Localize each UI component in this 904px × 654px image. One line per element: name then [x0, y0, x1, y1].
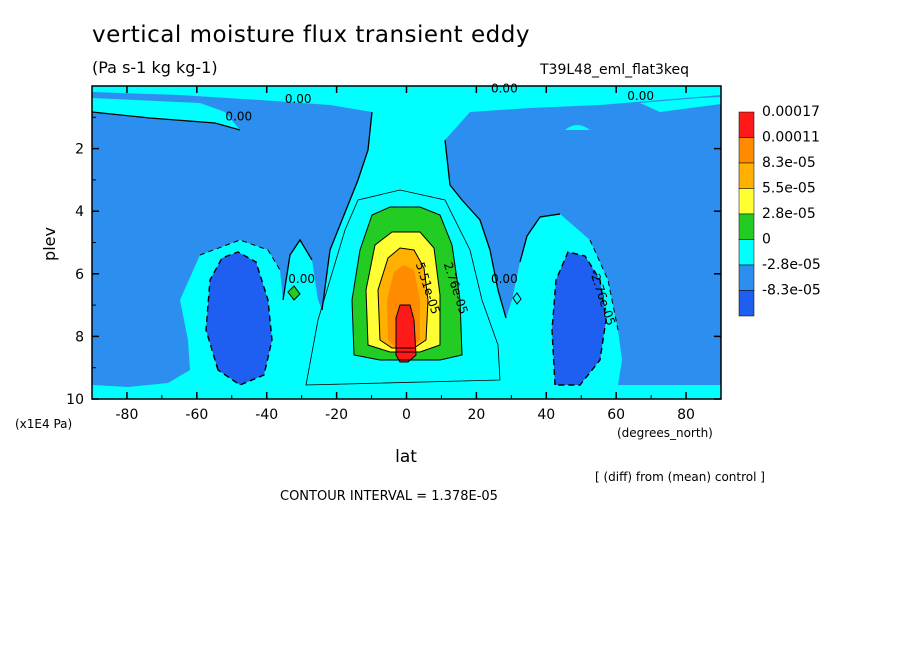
contour-label: 0.00 [225, 109, 252, 123]
x-tick-label: 60 [607, 407, 625, 423]
chart-units: (Pa s-1 kg kg-1) [92, 58, 218, 77]
zero-contour-line [92, 111, 561, 319]
x-axis-units: (degrees_north) [617, 426, 713, 440]
diff-note: [ (diff) from (mean) control ] [595, 470, 765, 484]
y-axis-label: plev [40, 227, 59, 261]
legend-swatch [738, 111, 755, 138]
legend-label: 5.5e-05 [762, 181, 816, 197]
x-tick-label: 40 [537, 407, 555, 423]
diamond-patch-right [512, 292, 522, 305]
legend-label: 0 [762, 232, 771, 248]
y-axis-units: (x1E4 Pa) [15, 417, 72, 431]
x-tick-label: 0 [402, 407, 411, 423]
legend-swatch [738, 162, 755, 189]
y-tick-label: 8 [75, 329, 84, 345]
legend-swatch [738, 188, 755, 215]
run-id: T39L48_eml_flat3keq [540, 62, 690, 78]
contour-label: 0.00 [491, 81, 518, 95]
legend-label: 0.00017 [762, 104, 820, 120]
y-tick-label: 10 [66, 392, 84, 408]
contour-label: 0.00 [285, 92, 312, 106]
legend-label: 2.8e-05 [762, 206, 816, 222]
x-tick-label: 80 [677, 407, 695, 423]
legend-swatch [738, 264, 755, 291]
contour-fill-area [92, 86, 721, 399]
contour-label: 0.00 [491, 272, 518, 286]
y-tick-label: 4 [75, 204, 84, 220]
legend-swatch [738, 239, 755, 266]
contour-interval: CONTOUR INTERVAL = 1.378E-05 [280, 489, 498, 504]
legend-swatch [738, 213, 755, 240]
legend-swatch [738, 290, 755, 317]
y-tick-label: 2 [75, 142, 84, 158]
x-tick-label: -80 [116, 407, 139, 423]
positive-contours [351, 206, 463, 363]
thin-outer-contour [305, 189, 501, 386]
diamond-patch-left [287, 285, 301, 301]
north-negative-core [552, 252, 606, 385]
legend-label: 0.00011 [762, 130, 820, 146]
x-tick-label: -20 [325, 407, 348, 423]
zero-patch-near-top [565, 125, 590, 130]
dashed-negative-contours [205, 251, 607, 386]
contour-label: 0.00 [288, 272, 315, 286]
legend-label: 8.3e-05 [762, 155, 816, 171]
x-axis: -80 -60 -40 -20 0 20 40 60 80 [91, 86, 722, 423]
chart-title: vertical moisture flux transient eddy [92, 22, 530, 48]
x-axis-label: lat [395, 447, 417, 467]
zero-region-top-right [640, 97, 721, 112]
legend-label: -2.8e-05 [762, 257, 821, 273]
y-tick-label: 6 [75, 267, 84, 283]
color-legend: 0.00017 0.00011 8.3e-05 5.5e-05 2.8e-05 0 -2.8… [738, 104, 821, 317]
legend-swatch [738, 137, 755, 164]
contour-label: 0.00 [627, 89, 654, 103]
x-tick-label: -40 [255, 407, 278, 423]
x-tick-label: -60 [185, 407, 208, 423]
x-tick-label: 20 [467, 407, 485, 423]
y-axis: 2 4 6 8 10 [66, 116, 721, 408]
legend-label: -8.3e-05 [762, 283, 821, 299]
south-negative-core [206, 252, 272, 385]
outer-low-contour [199, 213, 619, 331]
